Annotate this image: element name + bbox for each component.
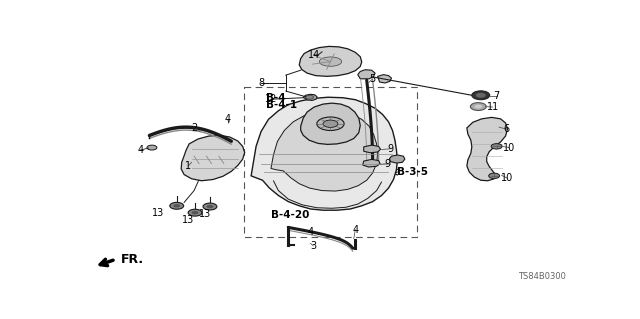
- Text: 9: 9: [387, 144, 393, 154]
- Circle shape: [476, 93, 486, 98]
- Polygon shape: [251, 97, 397, 210]
- Text: 5: 5: [369, 74, 376, 84]
- Text: FR.: FR.: [121, 253, 144, 266]
- Polygon shape: [271, 111, 378, 191]
- Circle shape: [491, 144, 502, 149]
- Text: 7: 7: [493, 91, 500, 101]
- Circle shape: [470, 103, 486, 110]
- Circle shape: [191, 211, 198, 214]
- Polygon shape: [181, 135, 244, 181]
- Text: 11: 11: [486, 102, 499, 112]
- Text: 4: 4: [352, 225, 358, 235]
- Ellipse shape: [323, 120, 338, 128]
- Bar: [244, 87, 417, 237]
- Polygon shape: [300, 46, 362, 76]
- Polygon shape: [363, 160, 380, 167]
- Polygon shape: [301, 103, 360, 145]
- Text: 4: 4: [138, 145, 143, 155]
- Text: 9: 9: [385, 159, 390, 168]
- Polygon shape: [378, 75, 392, 83]
- Text: 13: 13: [199, 209, 211, 219]
- Text: 10: 10: [503, 143, 515, 152]
- Text: B-4-20: B-4-20: [271, 210, 309, 220]
- Text: 13: 13: [182, 215, 195, 225]
- Text: 13: 13: [152, 208, 164, 218]
- Polygon shape: [390, 155, 405, 163]
- Text: 14: 14: [308, 50, 320, 60]
- Circle shape: [170, 202, 184, 209]
- Polygon shape: [358, 70, 375, 79]
- Text: 10: 10: [501, 173, 514, 183]
- Polygon shape: [303, 94, 317, 100]
- Text: 12: 12: [265, 94, 277, 104]
- Circle shape: [489, 173, 500, 179]
- Circle shape: [188, 209, 202, 216]
- Text: TS84B0300: TS84B0300: [518, 271, 566, 280]
- Text: 8: 8: [258, 78, 264, 88]
- Text: 6: 6: [504, 124, 509, 134]
- Text: 4: 4: [225, 114, 231, 124]
- Text: B-4-1: B-4-1: [266, 100, 298, 110]
- Circle shape: [173, 204, 180, 208]
- Circle shape: [203, 203, 217, 210]
- Text: 4: 4: [308, 227, 314, 237]
- Text: 3: 3: [310, 241, 316, 251]
- Polygon shape: [467, 117, 508, 181]
- Ellipse shape: [317, 117, 344, 130]
- Circle shape: [474, 105, 483, 108]
- Text: B-4: B-4: [266, 93, 286, 103]
- Ellipse shape: [319, 57, 342, 66]
- Text: B-3-5: B-3-5: [397, 167, 428, 177]
- Circle shape: [472, 91, 490, 100]
- Text: 2: 2: [191, 123, 197, 133]
- Circle shape: [306, 95, 314, 99]
- Text: 1: 1: [185, 161, 191, 171]
- Circle shape: [147, 145, 157, 150]
- Circle shape: [207, 205, 213, 208]
- Polygon shape: [364, 145, 381, 153]
